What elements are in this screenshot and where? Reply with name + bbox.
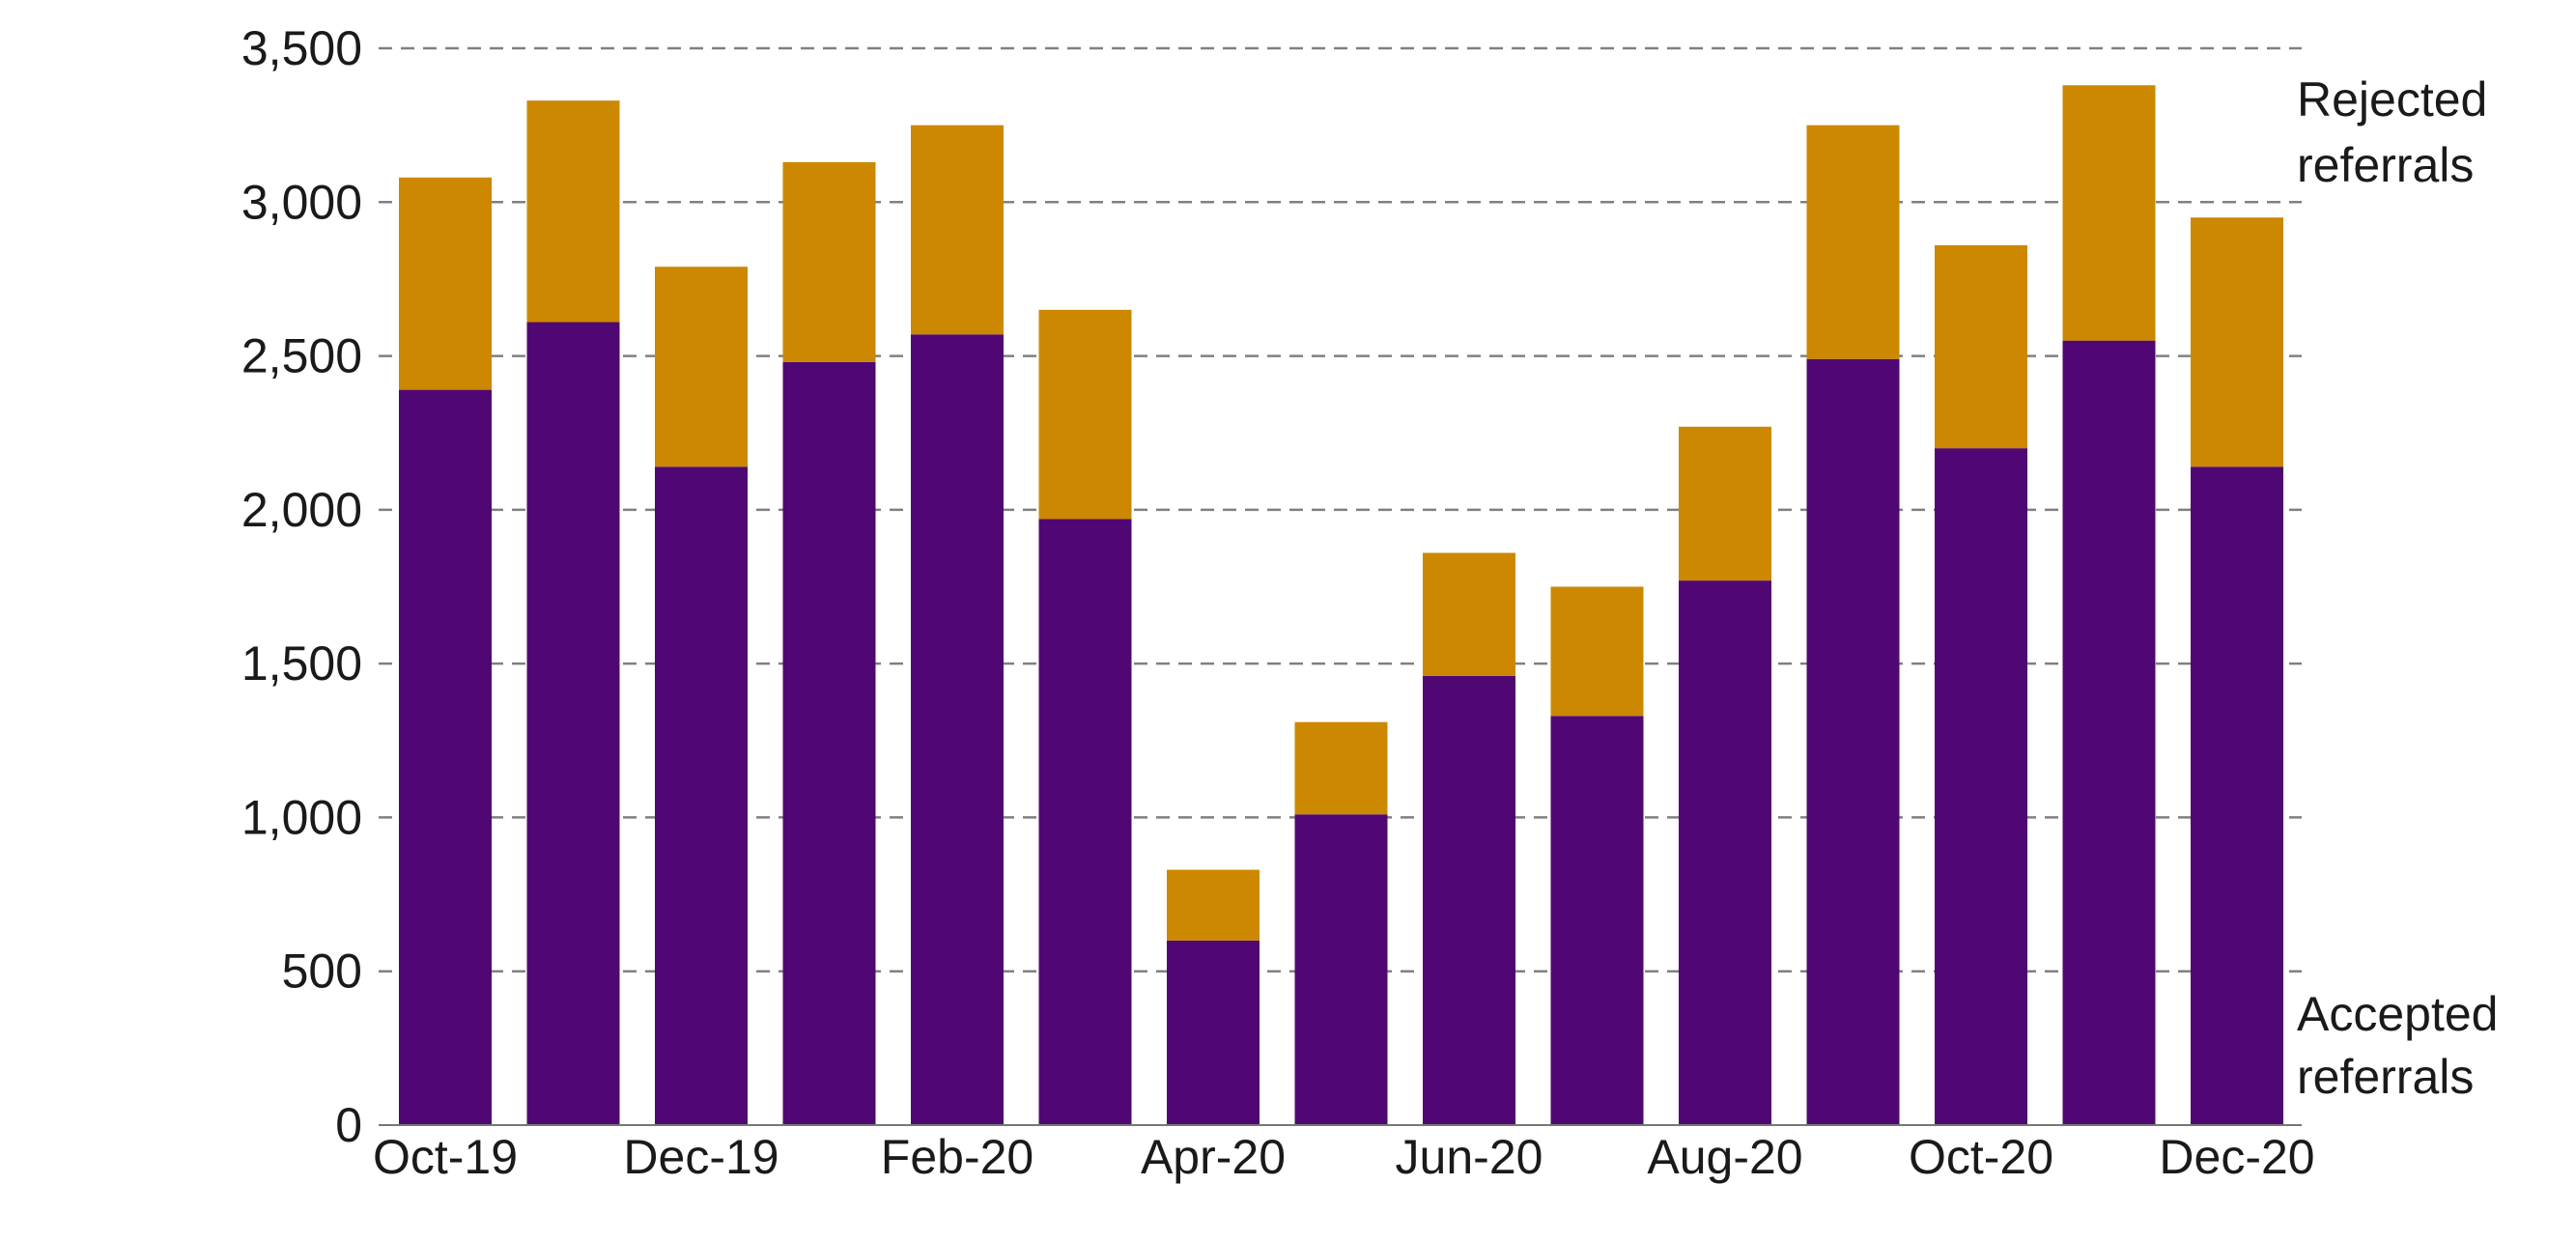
x-tick-label: Feb-20 xyxy=(881,1130,1033,1184)
x-tick-label: Dec-19 xyxy=(623,1130,778,1184)
y-tick-label: 2,000 xyxy=(241,483,362,537)
bar-accepted xyxy=(1038,519,1132,1125)
legend-rejected-line1: Rejected xyxy=(2297,72,2487,127)
bar-accepted xyxy=(1423,675,1515,1125)
bar-rejected xyxy=(399,177,492,390)
bar-accepted xyxy=(1806,358,1900,1125)
bar-rejected xyxy=(1679,426,1771,581)
bar-accepted xyxy=(1935,448,2027,1126)
y-tick-label: 3,000 xyxy=(241,175,362,229)
legend-accepted-line1: Accepted xyxy=(2297,987,2498,1041)
legend-accepted: Accepted referrals xyxy=(2297,987,2498,1104)
x-tick-label: Aug-20 xyxy=(1647,1130,1802,1184)
bar-accepted xyxy=(2062,340,2156,1126)
bar-rejected xyxy=(2062,85,2156,341)
y-tick-label: 3,500 xyxy=(241,21,362,75)
bar-rejected xyxy=(782,161,876,362)
bar-rejected xyxy=(1038,309,1132,520)
bar-rejected xyxy=(2191,217,2283,467)
bar-rejected xyxy=(1167,869,1260,941)
bar-rejected xyxy=(911,125,1004,335)
bar-rejected xyxy=(1294,721,1388,815)
y-axis-ticks: 0 500 1,000 1,500 2,000 2,500 3,000 3,500 xyxy=(241,21,362,1152)
x-tick-label: Jun-20 xyxy=(1396,1130,1543,1184)
bar-rejected xyxy=(655,267,748,467)
bar-accepted xyxy=(1167,940,1260,1125)
bars xyxy=(399,85,2283,1126)
y-tick-label: 0 xyxy=(335,1098,362,1152)
y-tick-label: 2,500 xyxy=(241,329,362,383)
bar-accepted xyxy=(1679,580,1771,1125)
bar-accepted xyxy=(1294,814,1388,1125)
x-tick-label: Apr-20 xyxy=(1141,1130,1286,1184)
legend-rejected-line2: referrals xyxy=(2297,138,2474,192)
bar-rejected xyxy=(1423,552,1515,676)
bar-accepted xyxy=(399,389,492,1126)
bar-rejected xyxy=(1935,244,2027,449)
bar-accepted xyxy=(911,334,1004,1125)
x-tick-label: Oct-19 xyxy=(373,1130,518,1184)
bar-accepted xyxy=(526,322,620,1125)
legend-rejected: Rejected referrals xyxy=(2297,72,2487,192)
x-tick-label: Oct-20 xyxy=(1909,1130,2053,1184)
y-tick-label: 1,000 xyxy=(241,790,362,844)
y-tick-label: 1,500 xyxy=(241,636,362,691)
bar-accepted xyxy=(2191,466,2283,1125)
bar-accepted xyxy=(655,466,748,1125)
x-axis-ticks: Oct-19 Dec-19 Feb-20 Apr-20 Jun-20 Aug-20 Oct-… xyxy=(373,1130,2315,1184)
bar-accepted xyxy=(782,361,876,1125)
legend-accepted-line2: referrals xyxy=(2297,1050,2474,1104)
bar-rejected xyxy=(526,100,620,323)
bar-accepted xyxy=(1550,716,1644,1125)
bar-rejected xyxy=(1550,586,1644,717)
bar-rejected xyxy=(1806,125,1900,359)
x-tick-label: Dec-20 xyxy=(2159,1130,2314,1184)
y-tick-label: 500 xyxy=(282,945,362,999)
